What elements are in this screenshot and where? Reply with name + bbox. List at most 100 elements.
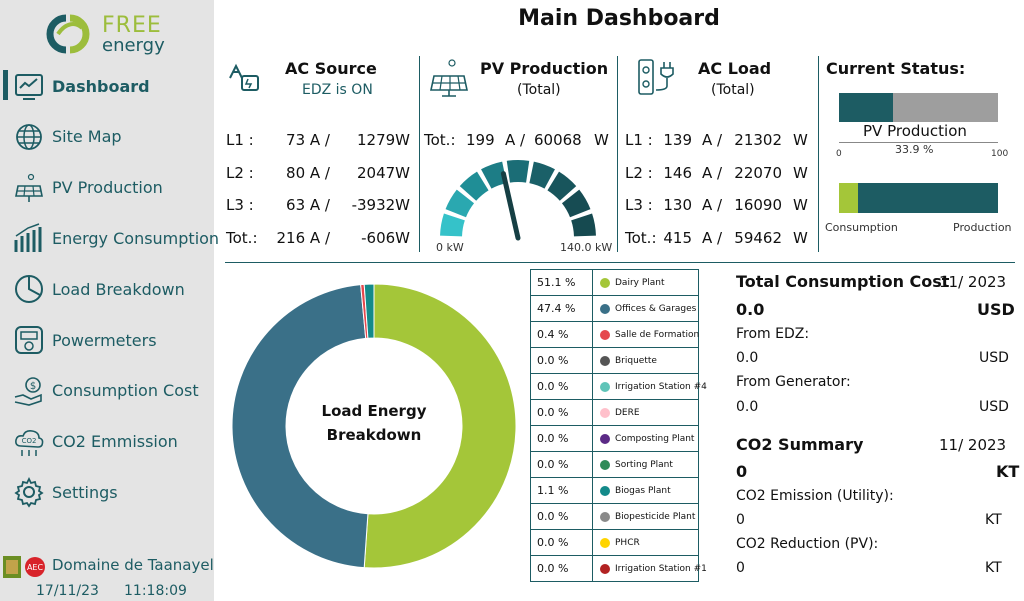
ac-source-row-label: L1 :: [226, 131, 254, 149]
svg-text:$: $: [30, 381, 36, 392]
ac-load-row-unit: W: [793, 163, 808, 182]
legend-row: 0.0 % Sorting Plant: [531, 452, 698, 478]
legend-name: Salle de Formation: [615, 330, 700, 340]
site-flag-icon: [3, 556, 21, 578]
ac-load-row-watts: 21302: [734, 131, 782, 149]
divider: [617, 56, 618, 252]
pv-axis-max: 100: [991, 149, 1009, 159]
gauge-max-label: 140.0 kW: [560, 241, 613, 254]
ac-source-title: AC Source: [285, 59, 377, 78]
legend-color-dot: [600, 434, 610, 444]
ac-load-row-amps: 139: [663, 131, 692, 149]
sidebar-item-pv-production[interactable]: PV Production: [0, 168, 214, 208]
legend-color-dot: [600, 486, 610, 496]
donut-center-line1: Load Energy: [321, 402, 427, 420]
free-energy-logo: FREE energy: [36, 12, 176, 58]
legend-color-dot: [600, 408, 610, 418]
legend-name: Offices & Garages: [615, 304, 697, 314]
from-edz-unit: USD: [979, 350, 1009, 366]
ac-load-title: AC Load: [698, 59, 772, 78]
sidebar-item-energy-consumption[interactable]: Energy Consumption: [0, 218, 219, 258]
legend-percent: 0.4 %: [531, 322, 593, 348]
donut-slice-biogas-plant: [363, 283, 375, 339]
legend-row: 0.0 % PHCR: [531, 530, 698, 556]
legend-color-dot: [600, 538, 610, 548]
donut-slice-offices-garages: [231, 284, 369, 569]
ac-load-row-amps: 415: [663, 228, 692, 247]
legend-percent: 0.0 %: [531, 426, 593, 452]
legend-percent: 1.1 %: [531, 478, 593, 504]
sidebar: FREE energy Dashboard Site Map PV Producti…: [0, 0, 219, 601]
legend-name: Composting Plant: [615, 434, 695, 444]
from-generator-label: From Generator:: [736, 374, 851, 390]
co2-summary-title: CO2 Summary: [736, 435, 864, 454]
legend-row: 47.4 % Offices & Garages: [531, 296, 698, 322]
divider: [419, 56, 420, 252]
from-edz-label: From EDZ:: [736, 326, 810, 342]
legend-percent: 0.0 %: [531, 504, 593, 530]
production-label: Production: [953, 221, 1012, 234]
sidebar-item-load-breakdown[interactable]: Load Breakdown: [0, 269, 214, 309]
ac-load-row-unit: W: [793, 228, 808, 247]
pv-total-unit: W: [594, 131, 609, 149]
co2-utility-unit: KT: [985, 512, 1002, 528]
legend-percent: 0.0 %: [531, 530, 593, 556]
co2-cloud-icon: CO2: [15, 429, 44, 456]
gauge-segment: [529, 161, 555, 189]
gauge-segment: [547, 171, 577, 201]
legend-color-dot: [600, 564, 610, 574]
legend-color-dot: [600, 356, 610, 366]
ac-load-row-label: Tot.:: [625, 228, 657, 247]
load-plug-icon: [638, 59, 674, 95]
globe-icon: [16, 123, 42, 150]
gauge-segment: [506, 160, 530, 183]
active-indicator: [3, 70, 8, 100]
sidebar-item-consumption-cost[interactable]: $ Consumption Cost: [0, 371, 214, 411]
sidebar-item-label: CO2 Emmission: [52, 432, 178, 452]
legend-row: 0.0 % Biopesticide Plant: [531, 504, 698, 530]
legend-name: Biopesticide Plant: [615, 512, 696, 522]
legend-percent: 0.0 %: [531, 374, 593, 400]
gauge-segment: [571, 213, 596, 237]
solar-panel-icon: [430, 59, 468, 97]
pie-chart-icon: [15, 275, 43, 304]
legend-percent: 0.0 %: [531, 452, 593, 478]
svg-text:AEC: AEC: [27, 563, 44, 572]
legend-color-dot: [600, 512, 610, 522]
pv-total-sep: A /: [505, 131, 526, 149]
legend-color-dot: [600, 460, 610, 470]
sidebar-item-dashboard[interactable]: Dashboard: [0, 66, 214, 106]
legend-percent: 0.0 %: [531, 556, 593, 582]
sidebar-item-co2-emmission[interactable]: CO2 CO2 Emmission: [0, 422, 214, 462]
legend-row: 0.0 % Irrigation Station #1: [531, 556, 707, 582]
divider: [225, 262, 1015, 263]
sidebar-item-site-map[interactable]: Site Map: [0, 117, 214, 157]
ac-load-row-watts: 22070: [734, 163, 782, 182]
pv-bar-fill: [839, 93, 893, 122]
gauge-segment: [459, 171, 489, 201]
legend-name: PHCR: [615, 538, 640, 548]
ac-source-row-watts: -3932W: [351, 196, 410, 215]
solar-panel-icon: [15, 173, 43, 202]
ac-load-row-sep: A /: [702, 196, 723, 215]
bar-chart-icon: [14, 223, 42, 253]
consumption-cost-currency: USD: [977, 300, 1015, 319]
donut-center-line2: Breakdown: [326, 426, 422, 444]
legend-row: 0.0 % Irrigation Station #4: [531, 374, 707, 400]
sidebar-item-powermeters[interactable]: Powermeters: [0, 320, 214, 360]
divider: [818, 56, 819, 252]
pv-axis-min: 0: [836, 149, 842, 159]
legend-row: 51.1 % Dairy Plant: [531, 270, 698, 296]
consumption-bar: [839, 183, 859, 213]
co2-total-unit: KT: [996, 462, 1020, 481]
ac-load-row-watts: 59462: [734, 228, 782, 247]
sidebar-item-settings[interactable]: Settings: [0, 472, 214, 512]
ac-load-row-unit: W: [793, 131, 808, 149]
sidebar-item-label: Site Map: [52, 127, 122, 147]
legend-name: Dairy Plant: [615, 278, 665, 288]
co2-total: 0: [736, 462, 748, 481]
legend-name: DERE: [615, 408, 640, 418]
sidebar-item-label: Powermeters: [52, 330, 157, 350]
legend-row: 0.0 % Composting Plant: [531, 426, 698, 452]
from-generator-unit: USD: [979, 399, 1009, 415]
